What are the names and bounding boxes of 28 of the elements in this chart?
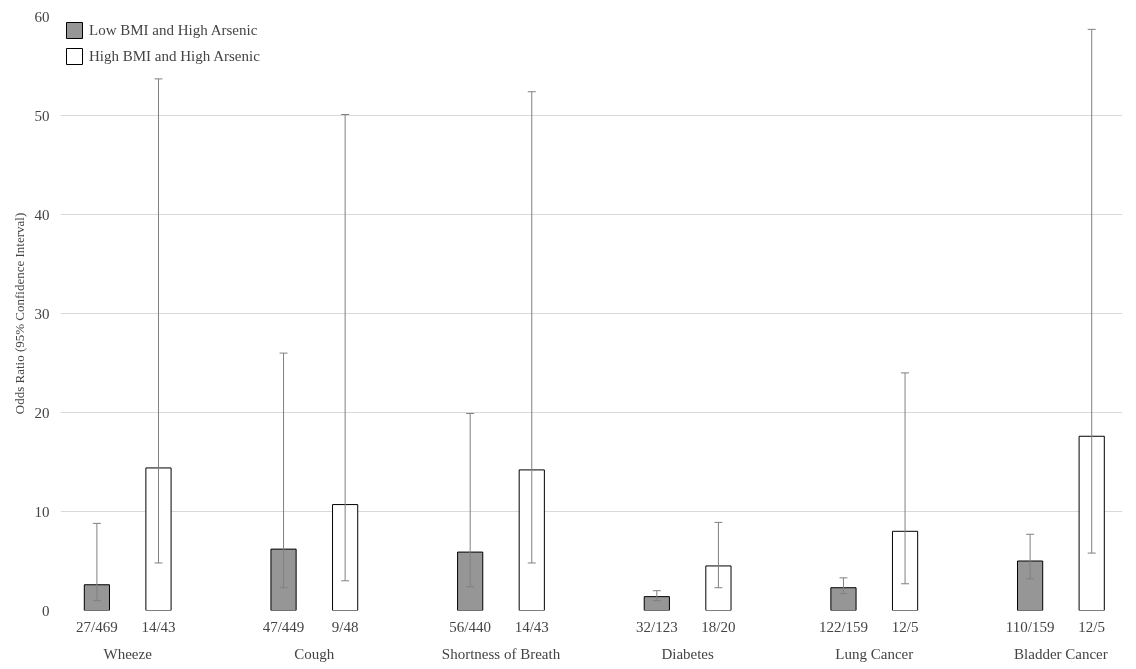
text: 32/123 xyxy=(635,618,678,635)
text: 12/5 xyxy=(891,618,919,635)
y-tick-label: 30 xyxy=(34,305,50,322)
x-tick-label: Bladder Cancer xyxy=(1014,645,1108,662)
x-tick-label: Wheeze xyxy=(103,645,153,662)
y-tick-label: 60 xyxy=(34,8,50,25)
text: 9/48 xyxy=(331,618,359,635)
legend-label: Low BMI and High Arsenic xyxy=(89,21,258,39)
y-tick-label: 20 xyxy=(34,404,50,421)
text: 12/5 xyxy=(1078,618,1106,635)
text: 122/159 xyxy=(818,618,869,635)
text: 27/469 xyxy=(76,618,118,635)
text: 14/43 xyxy=(514,618,549,635)
x-tick-label: Lung Cancer xyxy=(835,645,914,662)
y-tick-label: 50 xyxy=(34,107,50,124)
text: 56/440 xyxy=(449,618,492,635)
x-tick-label: Cough xyxy=(294,645,335,662)
x-tick-label: Diabetes xyxy=(661,645,715,662)
text: 18/20 xyxy=(701,618,736,635)
y-axis-title: Odds Ratio (95% Confidence Interval) xyxy=(11,212,27,415)
legend-label: High BMI and High Arsenic xyxy=(89,47,260,65)
text: 14/43 xyxy=(141,618,176,635)
text: 47/449 xyxy=(262,618,305,635)
y-tick-label: 0 xyxy=(42,602,50,619)
x-tick-label: Shortness of Breath xyxy=(441,645,561,662)
y-tick-label: 10 xyxy=(34,503,50,520)
text: 110/159 xyxy=(1005,618,1055,635)
y-tick-label: 40 xyxy=(34,206,50,223)
